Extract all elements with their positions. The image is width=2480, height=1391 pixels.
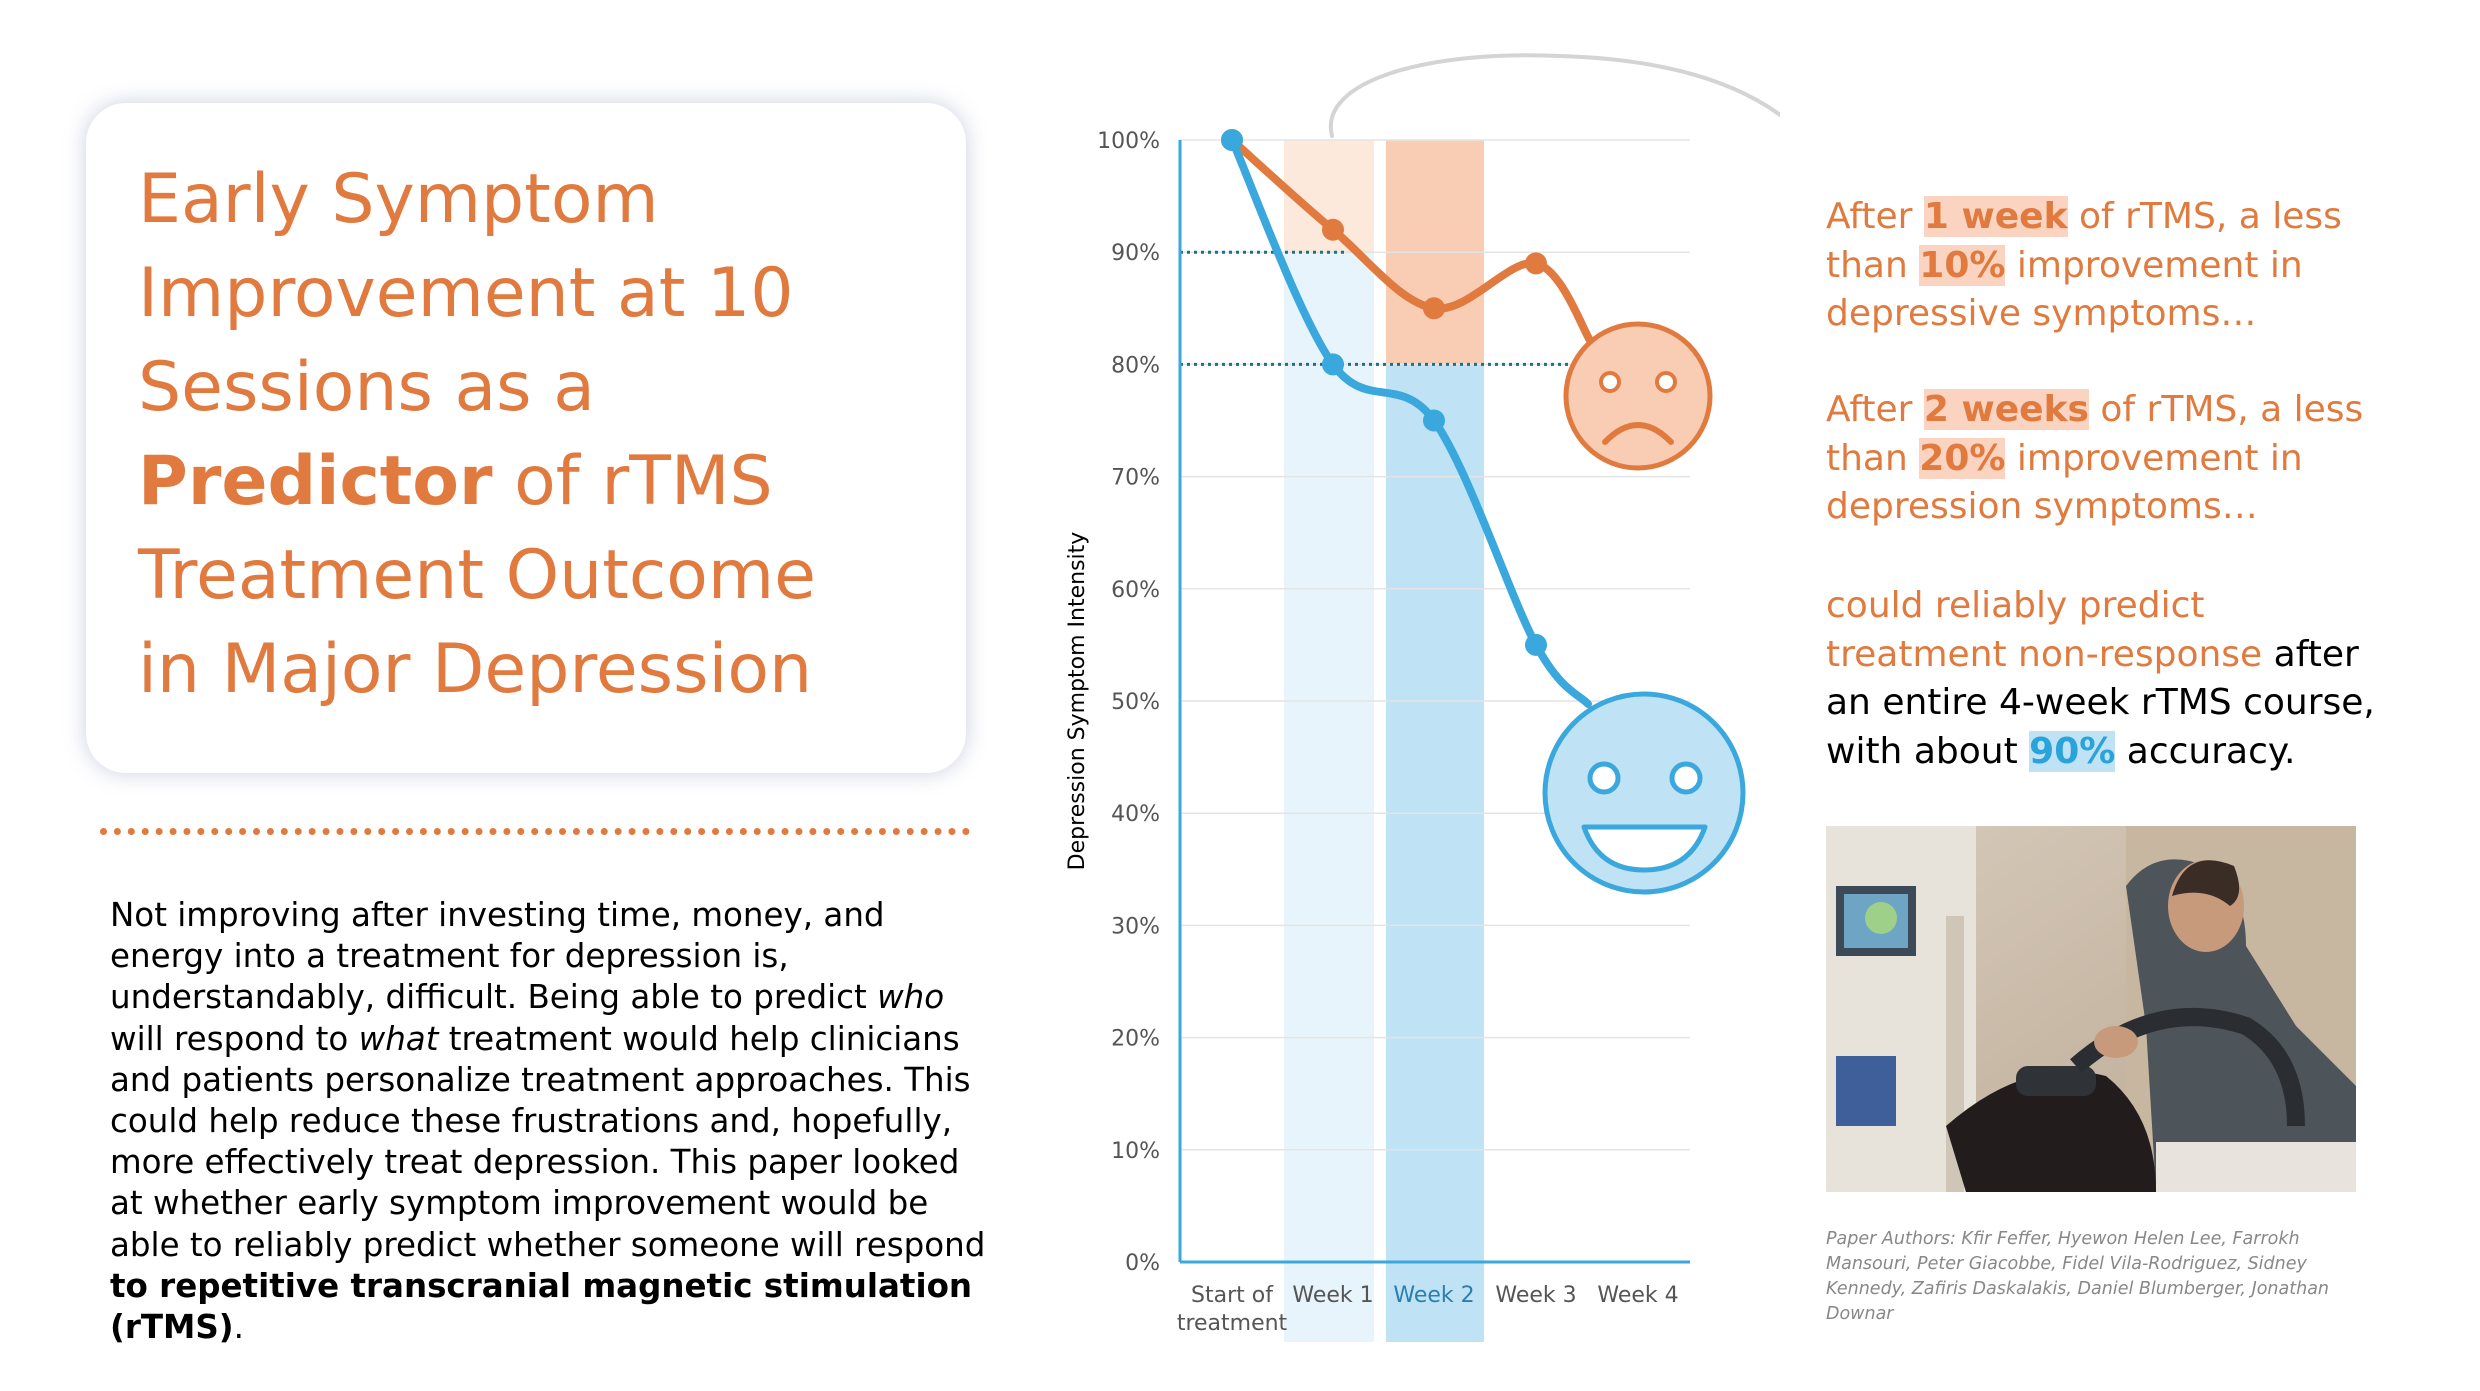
x-tick-label: Week 4 [1597,1283,1678,1308]
data-point [1322,218,1344,241]
body-end: . [233,1308,244,1347]
y-tick-label: 60% [1111,578,1160,603]
x-tick-label: Week 1 [1292,1283,1373,1308]
p3-text-c: accuracy. [2115,730,2296,772]
p3-highlight: 90% [2029,730,2116,772]
week1-band [1284,140,1374,1342]
x-tick-label: treatment [1177,1311,1288,1336]
data-point [1423,297,1445,320]
p1-highlight: 1 week [1923,196,2068,237]
p2-highlight: 2 weeks [1923,389,2089,430]
happy-face-icon [1542,691,1746,895]
title-bold-word: Predictor [138,442,493,521]
x-tick-label: Start of [1191,1283,1274,1308]
title-line-6: in Major Depression [138,630,813,709]
data-point [1322,353,1344,376]
y-tick-label: 10% [1111,1139,1160,1164]
sad-face-icon [1563,321,1713,471]
y-tick-label: 0% [1125,1251,1160,1276]
data-point [1423,409,1445,432]
y-tick-label: 30% [1111,914,1160,939]
y-tick-label: 50% [1111,690,1160,715]
p2-highlight-2: 20% [1919,437,2006,479]
body-text-3: treatment would help clinicians and pati… [110,1019,986,1264]
title-line-3: Sessions as a [138,348,595,427]
title-line-2: Improvement at 10 [138,254,794,333]
body-bold: to repetitive transcranial magnetic stim… [110,1266,973,1347]
title-line-4: Predictor of rTMS [138,435,938,529]
p2-text-b: of rTMS, a less than [1826,389,2364,479]
data-point [1525,252,1547,275]
p1-text-b: of rTMS, a less than [1826,196,2342,286]
p2-text-a: After [1826,389,1924,430]
title-line-5: Treatment Outcome [138,536,816,615]
data-point [1221,129,1243,151]
y-tick-label: 80% [1111,353,1160,378]
p2-text-c: improvement in depression symptoms… [1826,437,2303,528]
y-axis-label: Depression Symptom Intensity [1065,532,1090,871]
title-line-4-rest: of rTMS [492,442,773,521]
finding-conclusion: could reliably predict treatment non-res… [1826,582,2386,776]
title-line-1: Early Symptom [138,160,659,239]
p1-text-c: improvement in depressive symptoms… [1826,244,2303,335]
body-text-1: Not improving after investing time, mone… [110,896,885,1017]
body-text-2: will respond to [110,1019,359,1058]
curved-arrow-icon [1328,53,1780,138]
p3-text-b: after an entire 4-week rTMS course, with… [1826,633,2375,772]
p3-text-a: could reliably predict treatment non-res… [1826,585,2263,675]
x-tick-label: Week 2 [1393,1283,1474,1308]
intro-paragraph: Not improving after investing time, mone… [110,895,990,1348]
p1-highlight-2: 10% [1919,244,2006,286]
y-tick-label: 70% [1111,466,1160,491]
treatment-photo [1826,826,2356,1192]
y-tick-label: 40% [1111,802,1160,827]
y-tick-label: 20% [1111,1027,1160,1052]
finding-week1: After 1 week of rTMS, a less than 10% im… [1826,193,2386,339]
page-title: Early Symptom Improvement at 10 Sessions… [138,153,938,717]
paper-authors: Paper Authors: Kfir Feffer, Hyewon Helen… [1826,1229,2330,1324]
y-tick-label: 100% [1097,129,1160,154]
y-tick-label: 90% [1111,241,1160,266]
data-point [1525,633,1547,656]
body-who: who [877,978,945,1017]
body-what: what [358,1019,439,1058]
title-card: Early Symptom Improvement at 10 Sessions… [86,103,966,773]
symptom-chart: 0% 10% 20% 30% 40% 50% 60% 70% 80% 90% 100% Start … [1065,53,1780,1342]
finding-week2: After 2 weeks of rTMS, a less than 20% i… [1826,386,2386,532]
p1-text-a: After [1826,196,1924,237]
x-tick-label: Week 3 [1495,1283,1576,1308]
dotted-divider [100,828,970,835]
